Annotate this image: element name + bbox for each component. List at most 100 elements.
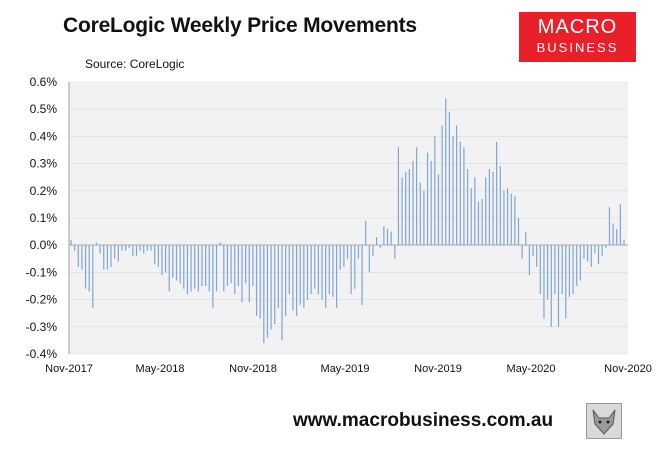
bar xyxy=(314,245,316,289)
y-tick-label: -0.2% xyxy=(26,293,58,307)
bar xyxy=(263,245,265,344)
bar xyxy=(230,245,232,284)
bar xyxy=(430,160,432,246)
bar xyxy=(587,245,589,262)
bar xyxy=(223,245,225,292)
bar xyxy=(205,245,207,286)
bar xyxy=(237,245,239,286)
bar xyxy=(281,245,283,341)
bar xyxy=(361,245,363,306)
bar xyxy=(550,245,552,327)
x-tick-label: Nov-2020 xyxy=(604,363,652,375)
bar xyxy=(565,245,567,319)
bar xyxy=(335,245,338,308)
bar xyxy=(401,177,403,246)
bar xyxy=(346,245,349,259)
y-tick-label: -0.3% xyxy=(26,320,58,334)
bar xyxy=(543,245,545,319)
bar xyxy=(95,242,98,246)
bar xyxy=(139,245,141,251)
bar xyxy=(510,193,512,246)
bar xyxy=(310,245,312,295)
bar xyxy=(376,237,378,246)
bar xyxy=(547,245,549,300)
bar xyxy=(521,245,523,259)
bar xyxy=(590,245,592,267)
bar xyxy=(554,245,556,295)
bar xyxy=(477,201,480,246)
bar xyxy=(561,245,563,295)
bar xyxy=(74,245,76,251)
bar-series xyxy=(70,98,625,344)
gridlines xyxy=(69,81,628,355)
y-tick-label: 0.5% xyxy=(30,102,58,116)
bar xyxy=(252,245,254,286)
bar xyxy=(245,245,247,284)
bar xyxy=(317,245,319,295)
bar xyxy=(295,245,298,316)
x-axis-ticks: Nov-2017 May-2018 Nov-2018 May-2019 Nov-2019… xyxy=(45,363,652,375)
bar xyxy=(601,245,603,257)
bar xyxy=(248,245,250,303)
x-tick-label: Nov-2017 xyxy=(45,363,93,375)
bar xyxy=(114,245,116,259)
bar xyxy=(514,196,516,246)
bar xyxy=(186,245,189,295)
bar xyxy=(135,245,138,257)
bar xyxy=(339,245,341,270)
bar xyxy=(219,242,221,246)
bar xyxy=(357,245,360,259)
bar xyxy=(416,147,418,246)
bar xyxy=(572,245,574,295)
bar xyxy=(99,245,101,254)
logo-line-2: BUSINESS xyxy=(536,40,619,55)
bar xyxy=(274,245,276,325)
bar xyxy=(332,245,334,297)
bar xyxy=(605,245,607,248)
bar xyxy=(463,147,465,246)
bar xyxy=(394,245,396,259)
x-tick-label: Nov-2019 xyxy=(414,363,462,375)
bar xyxy=(255,245,258,316)
bar xyxy=(503,190,505,246)
bar xyxy=(506,188,509,246)
bar xyxy=(616,228,618,246)
logo-line-1: MACRO xyxy=(537,16,618,38)
macrobusiness-logo: MACRO BUSINESS xyxy=(519,12,636,62)
bar xyxy=(459,141,461,246)
x-tick-label: May-2020 xyxy=(507,363,556,375)
bar xyxy=(84,245,87,289)
bar xyxy=(197,245,199,292)
chart-title: CoreLogic Weekly Price Movements xyxy=(63,14,417,37)
x-tick-label: May-2018 xyxy=(136,363,185,375)
bar xyxy=(608,207,611,246)
bar xyxy=(128,245,130,248)
bar xyxy=(172,245,174,278)
y-tick-label: 0.1% xyxy=(30,211,58,225)
bar xyxy=(474,177,476,246)
bar xyxy=(623,239,625,246)
y-tick-label: -0.1% xyxy=(26,265,58,279)
bar xyxy=(292,245,294,311)
bar xyxy=(408,169,410,246)
bar xyxy=(328,245,330,295)
bar xyxy=(241,245,243,303)
footer-url: www.macrobusiness.com.au xyxy=(293,410,554,431)
bar xyxy=(121,245,123,251)
bar xyxy=(70,239,72,246)
bar xyxy=(485,177,487,246)
bar xyxy=(306,245,309,300)
y-tick-label: 0.0% xyxy=(30,238,58,252)
bar xyxy=(183,245,185,289)
bar xyxy=(179,245,181,284)
bar xyxy=(390,231,392,246)
bar xyxy=(488,169,490,246)
bar xyxy=(612,223,614,246)
bar xyxy=(426,152,429,246)
y-tick-label: 0.6% xyxy=(30,75,58,89)
y-tick-label: 0.3% xyxy=(30,157,58,171)
bar xyxy=(157,245,159,267)
bar xyxy=(92,245,94,308)
bar xyxy=(81,245,83,270)
bar xyxy=(168,245,170,292)
